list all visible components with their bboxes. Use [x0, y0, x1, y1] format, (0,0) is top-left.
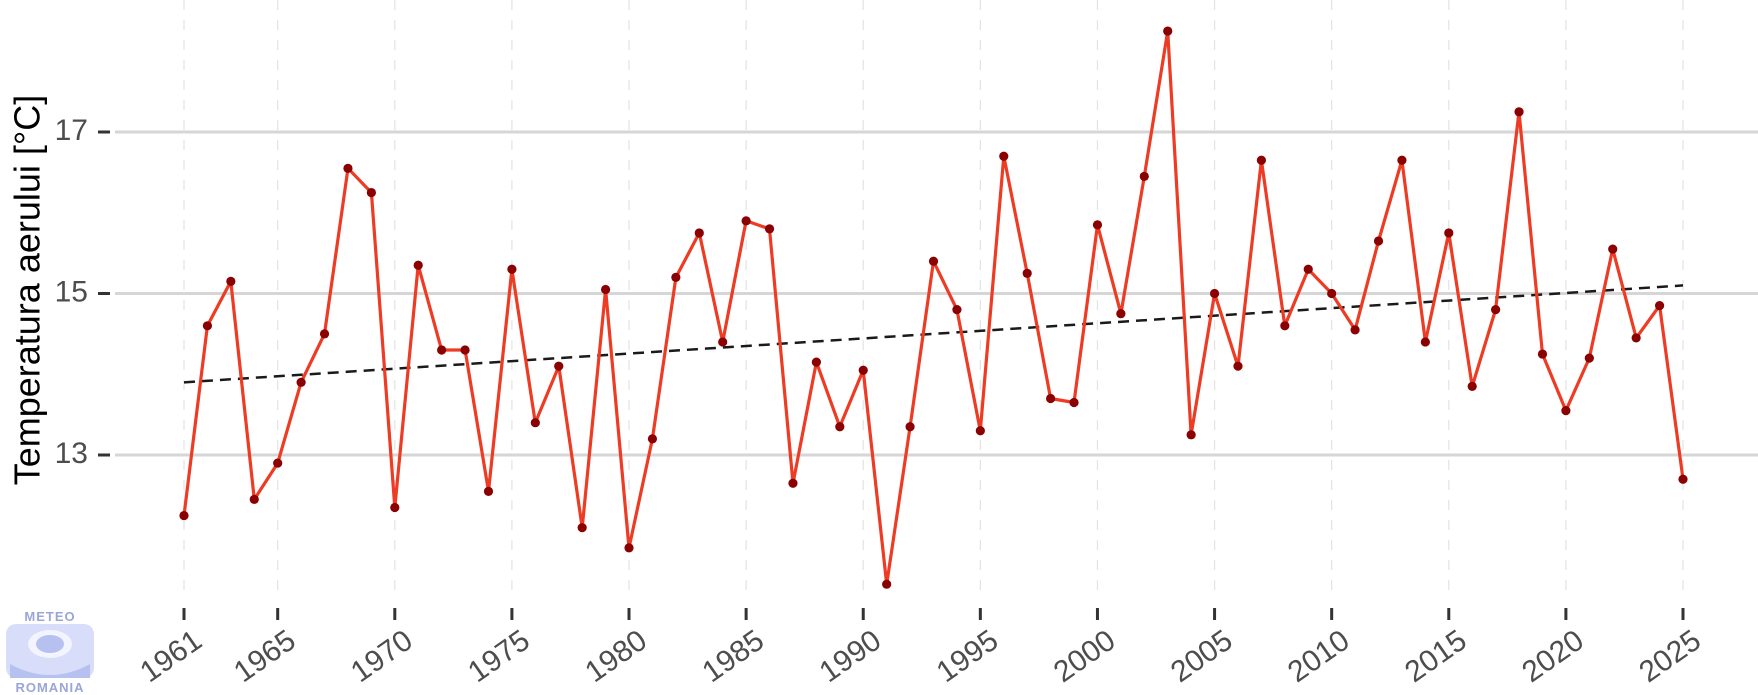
data-point	[1069, 397, 1079, 408]
data-point	[1139, 171, 1149, 182]
data-point	[835, 422, 845, 432]
x-tick-label: 2000	[1048, 624, 1122, 689]
x-tick-label: 2015	[1399, 624, 1473, 689]
data-point	[179, 510, 189, 521]
data-point	[905, 422, 915, 432]
data-point	[1584, 353, 1594, 363]
data-point	[530, 418, 540, 428]
data-point	[952, 305, 962, 315]
x-tick-label: 1980	[579, 624, 653, 689]
data-point	[343, 163, 353, 173]
data-point	[1046, 393, 1056, 404]
data-point	[788, 478, 798, 488]
data-point	[1444, 228, 1454, 238]
meteo-romania-logo: METEO ROMANIA	[6, 609, 94, 695]
data-point	[296, 377, 306, 387]
data-point	[1303, 264, 1313, 274]
data-point	[249, 494, 259, 505]
data-point	[999, 151, 1009, 161]
data-point	[460, 345, 470, 355]
data-point	[694, 228, 704, 238]
data-point	[1491, 305, 1501, 315]
data-point	[764, 224, 775, 234]
x-tick-label: 1961	[134, 624, 208, 689]
logo-bottom-text: ROMANIA	[15, 680, 84, 695]
data-point	[483, 486, 494, 496]
data-point	[1397, 155, 1407, 165]
x-tick-label: 2020	[1516, 624, 1590, 689]
y-tick-label: 17	[55, 114, 88, 147]
x-grid-lines	[183, 0, 1684, 600]
data-point	[1233, 361, 1243, 371]
data-point	[1467, 381, 1477, 391]
data-point	[624, 543, 634, 553]
data-point	[390, 502, 400, 513]
data-point	[1186, 430, 1196, 440]
data-point	[437, 345, 447, 355]
data-point	[577, 523, 587, 533]
data-point	[273, 458, 283, 468]
data-point	[1561, 405, 1571, 416]
series-layer	[182, 29, 1685, 586]
data-point	[811, 357, 821, 367]
points-layer	[179, 26, 1688, 589]
y-axis-title: Temperatura aerului [°C]	[7, 95, 48, 486]
data-point	[741, 216, 751, 226]
x-tick-label: 2025	[1633, 624, 1707, 689]
y-axis: 13 15 17	[55, 114, 110, 470]
data-point	[858, 365, 868, 375]
data-point	[413, 260, 423, 270]
x-axis: 1961 1965 1970 1975 1980 1985 1990 1995 2000 2005…	[134, 608, 1707, 689]
data-point	[202, 321, 213, 331]
x-tick-label: 1970	[345, 624, 419, 689]
x-tick-label: 2005	[1165, 624, 1239, 689]
data-point	[1163, 26, 1173, 36]
data-point	[600, 284, 611, 295]
data-point	[1631, 333, 1641, 343]
x-tick-label: 2010	[1282, 624, 1356, 689]
x-tick-label: 1965	[228, 624, 302, 689]
data-point	[1092, 220, 1103, 230]
data-point	[647, 434, 658, 444]
data-point	[1608, 244, 1618, 254]
y-tick-label: 15	[55, 275, 88, 308]
logo-top-text: METEO	[24, 609, 75, 624]
data-point	[1678, 474, 1688, 484]
data-point	[1116, 309, 1126, 319]
data-point	[1022, 268, 1032, 278]
data-point	[671, 272, 681, 282]
data-point	[1280, 321, 1290, 331]
data-point	[718, 337, 728, 347]
x-tick-label: 1985	[696, 624, 770, 689]
data-point	[882, 579, 892, 589]
data-point	[928, 256, 939, 266]
data-point	[1256, 155, 1267, 165]
data-point	[366, 187, 376, 198]
data-point	[507, 264, 517, 274]
data-point	[1654, 301, 1665, 311]
y-tick-label: 13	[55, 437, 88, 470]
data-point	[319, 329, 330, 339]
data-point	[1327, 288, 1337, 299]
data-point	[554, 361, 564, 371]
x-tick-label: 1975	[462, 624, 536, 689]
series-line	[182, 29, 1685, 586]
data-point	[1420, 337, 1430, 347]
data-point	[1350, 325, 1360, 335]
data-point	[975, 426, 985, 436]
data-point	[1514, 107, 1524, 117]
x-tick-label: 1995	[931, 624, 1005, 689]
data-point	[1209, 288, 1220, 299]
x-tick-label: 1990	[814, 624, 888, 689]
y-grid-lines	[115, 130, 1758, 457]
data-point	[1537, 349, 1548, 359]
data-point	[226, 276, 236, 286]
data-point	[1373, 236, 1384, 246]
